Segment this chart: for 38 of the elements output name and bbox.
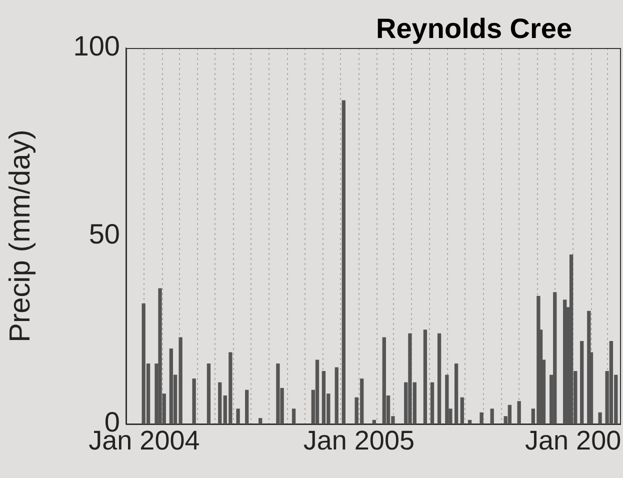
bar: [315, 360, 320, 424]
bar: [609, 340, 614, 424]
bar: [598, 412, 602, 424]
bar: [218, 382, 222, 424]
bar: [276, 364, 280, 424]
bar: [382, 337, 386, 424]
bar: [206, 364, 211, 424]
bar: [192, 378, 196, 424]
bar: [245, 390, 249, 424]
bar: [292, 408, 296, 424]
bar: [158, 288, 162, 424]
bar: [460, 397, 464, 424]
y-axis-title: Precip (mm/day): [4, 130, 36, 342]
bar: [569, 254, 574, 424]
bar: [342, 100, 346, 424]
bar: [430, 382, 434, 424]
bar: [372, 420, 376, 424]
chart-title: Reynolds Cree: [376, 13, 572, 44]
bar: [236, 408, 240, 424]
bar: [508, 404, 512, 424]
y-tick-label: 100: [73, 30, 120, 62]
x-tick-label: Jan 200: [525, 426, 622, 456]
bar: [258, 418, 262, 424]
bar: [334, 367, 338, 424]
bar: [437, 333, 442, 424]
bar: [445, 374, 449, 424]
bar: [454, 364, 458, 424]
bar: [490, 408, 494, 424]
bar: [517, 401, 521, 424]
bar: [468, 420, 472, 424]
bar: [169, 348, 174, 424]
bar: [322, 371, 326, 424]
bar: [553, 292, 557, 424]
x-tick-label: Jan 2005: [303, 426, 414, 456]
bar: [580, 340, 584, 424]
bar: [480, 412, 484, 424]
bar: [423, 330, 428, 424]
y-tick-label: 50: [88, 218, 120, 250]
